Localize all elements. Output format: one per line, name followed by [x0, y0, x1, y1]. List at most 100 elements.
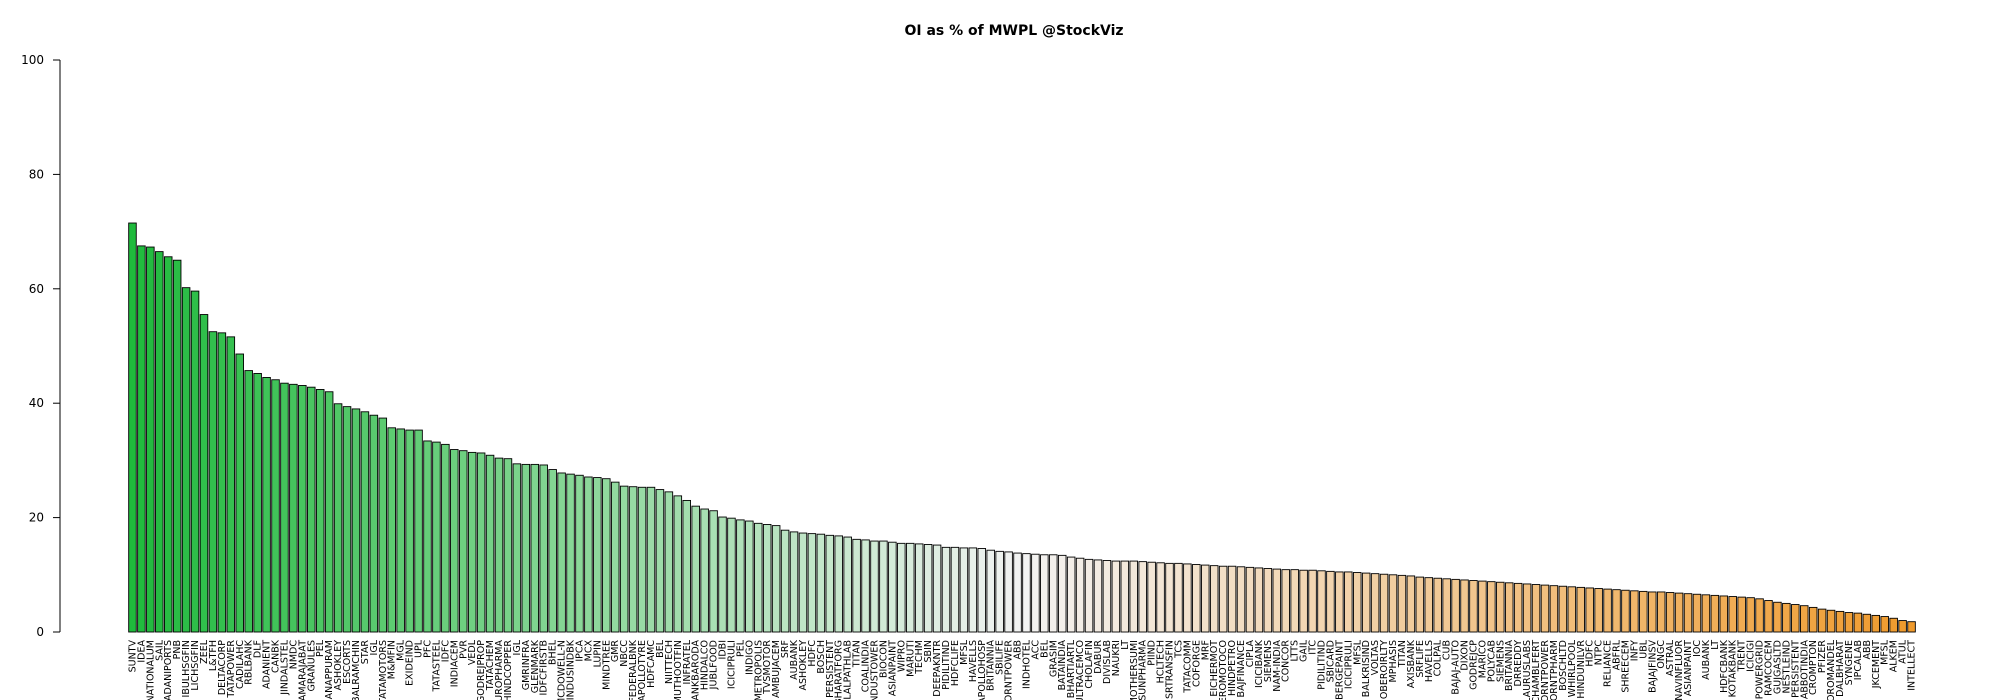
bar-itc — [1308, 569, 1317, 633]
bar-bergepaint — [1335, 571, 1344, 633]
x-tick-label: IDBI — [718, 640, 729, 659]
bar-hindunilvr — [1576, 586, 1585, 633]
bar-bhel — [548, 469, 557, 633]
x-tick-label: NAUKRI — [1111, 640, 1122, 676]
bar-mfsl — [959, 547, 969, 633]
bar-syngene — [1844, 612, 1854, 633]
bar-indigo — [745, 520, 754, 633]
bar-bankbaroda — [691, 505, 700, 633]
bar-balramchin — [351, 408, 361, 633]
bar-wipro — [897, 542, 906, 633]
bar-infy — [1630, 590, 1639, 633]
x-tick-label: VOLTAS — [1370, 640, 1381, 675]
x-tick-label: CUB — [1442, 640, 1453, 660]
x-tick-label: SBILIFE — [995, 640, 1006, 675]
x-tick-label: PNB — [172, 640, 183, 659]
x-tick-label: DABUR — [1093, 640, 1104, 674]
x-tick-label: L&TFH — [208, 640, 219, 671]
x-tick-label: GMRINFRA — [521, 640, 532, 691]
x-tick-label: ATUL — [1898, 639, 1909, 664]
bar-jindalstel — [280, 382, 289, 633]
x-tick-label: MOTHERSUMI — [1129, 640, 1140, 700]
bar-nmdc — [289, 383, 298, 633]
bar-nationalum — [146, 246, 155, 633]
bar-godrejcp — [1469, 580, 1478, 633]
bar-pfc — [423, 440, 432, 633]
x-tick-label: HDFCAMC — [646, 640, 657, 688]
bar-ntpc — [1594, 588, 1603, 633]
x-tick-label: PIDILITIND — [941, 640, 952, 690]
bar-hindcopper — [503, 458, 513, 633]
x-tick-label: MCX — [583, 640, 594, 662]
bar-dalbharat — [1835, 610, 1845, 633]
bar-tatacomm — [1183, 563, 1192, 633]
bar-siemens — [1263, 568, 1273, 633]
bar-canbk — [271, 379, 280, 633]
bar-gmr — [610, 481, 620, 633]
x-tick-label: ICICIPRULI — [726, 640, 737, 689]
bar-tvsmotor — [762, 524, 772, 633]
x-tick-label: IGL — [512, 639, 523, 655]
x-tick-label: FEDERALBNK — [628, 639, 639, 700]
bar-acc — [1031, 553, 1040, 633]
x-tick-label: BRITANNIA — [1504, 640, 1515, 691]
x-tick-label: TATAMOTORS — [378, 640, 389, 700]
bar-navinfluor — [1674, 592, 1684, 633]
bar-mcx — [584, 476, 593, 633]
bar-kotakbank — [1728, 596, 1737, 633]
x-tick-label: COROMANDEL — [1826, 639, 1837, 700]
x-tick-label: TATACOMM — [1182, 640, 1193, 694]
bar-bharatforg — [834, 535, 843, 633]
x-tick-label: RBLBANK — [244, 639, 255, 685]
bar-tatamotors — [378, 417, 388, 633]
bar-srflife — [1415, 576, 1425, 633]
x-tick-label: MARUTI — [905, 640, 916, 677]
x-tick-label: CANBK — [271, 639, 282, 673]
x-tick-label: HAVELLS — [1424, 640, 1435, 682]
bar-auropharma — [494, 457, 504, 633]
x-tick-label: AMBUJACEM — [771, 640, 782, 698]
bar-abfrl — [1612, 589, 1621, 633]
x-tick-label: ULTRACEMCO — [1075, 640, 1086, 700]
bar-lt — [1120, 560, 1130, 633]
bar-powergrid — [1755, 598, 1764, 633]
bar-oberoirlty — [1379, 573, 1389, 633]
x-tick-label: LT — [1710, 640, 1721, 650]
x-tick-label: HINDPETRO — [1227, 640, 1238, 696]
bar-dabur — [1093, 559, 1103, 633]
x-tick-label: SIEMENS — [1495, 640, 1506, 682]
x-tick-label: ABBOTINDIA — [1799, 639, 1810, 699]
x-tick-label: INDUSTOWER — [869, 640, 880, 700]
x-tick-label: TORNTPHARM — [1549, 640, 1560, 700]
x-tick-label: ICICIBANK — [1254, 639, 1265, 688]
x-tick-label: ABFRL — [1612, 639, 1623, 670]
bar-industower — [870, 540, 879, 633]
bar-glenmark — [530, 463, 540, 633]
bar-hdfclife — [950, 546, 960, 633]
x-tick-label: DELTACORP — [217, 640, 228, 695]
x-tick-label: DLF — [253, 640, 264, 658]
x-tick-label: SAIL — [154, 639, 165, 661]
bar-pel — [736, 519, 745, 633]
bar-persistent — [1791, 604, 1800, 633]
bar-balkrisind — [1361, 572, 1371, 633]
bar-ipcalab — [1853, 612, 1863, 633]
bar-hdfcbank — [1719, 595, 1729, 633]
x-tick-label: PEL — [315, 639, 326, 657]
bar-igl — [512, 463, 522, 633]
x-tick-label: WIPRO — [896, 640, 907, 672]
bar-sail — [155, 251, 164, 633]
bar-mcdowell-n — [557, 472, 566, 633]
x-tick-label: SBICARD — [1325, 640, 1336, 682]
x-tick-label: NAM-INDIA — [1272, 640, 1283, 692]
x-tick-label: COFORGE — [1191, 640, 1202, 687]
bar-ltts — [1290, 569, 1299, 633]
bar-abb — [1862, 613, 1872, 633]
bar-ioc — [1692, 593, 1702, 633]
bar-voltas — [1370, 573, 1380, 633]
x-tick-label: MUTHOOTFIN — [673, 640, 684, 700]
x-tick-label: VEDL — [467, 639, 478, 665]
bar-bataindia — [1057, 554, 1067, 633]
x-tick-label: PIIND — [1147, 640, 1158, 666]
bar-heromotoco — [1218, 565, 1228, 633]
